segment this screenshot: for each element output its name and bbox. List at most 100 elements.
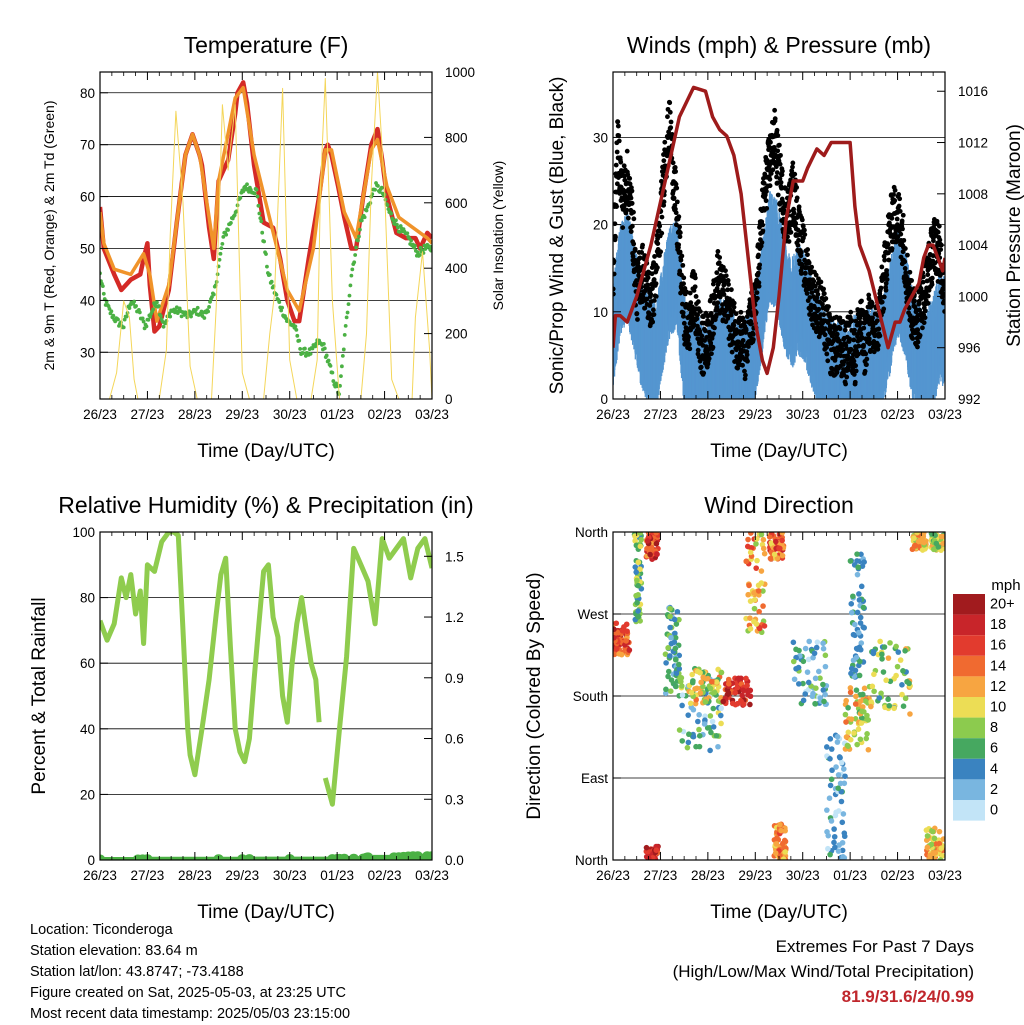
temperature-series-td2m-point — [329, 364, 333, 368]
temperature-series-td2m-point — [345, 315, 349, 319]
winds-series-gust-point — [744, 328, 749, 333]
temperature-series-td2m-point — [322, 342, 326, 346]
winds-series-gust-point — [726, 282, 731, 287]
winds-series-gust-point — [669, 120, 674, 125]
winds-series-gust-point — [897, 196, 902, 201]
winds-series-gust-point — [863, 369, 868, 374]
temperature-series-td2m-point — [323, 346, 327, 350]
winds-series-gust-point — [756, 253, 761, 258]
winds-series-gust-point — [773, 116, 778, 121]
direction-point — [635, 592, 641, 598]
winds-series-gust-point — [878, 333, 883, 338]
temperature-frame — [100, 72, 432, 399]
temperature-title: Temperature (F) — [184, 32, 349, 58]
temperature-series-td2m-point — [354, 246, 358, 250]
winds-series-gust-point — [885, 277, 890, 282]
temperature-series-td2m-point — [348, 294, 352, 298]
winds-series-gust-point — [884, 288, 889, 293]
winds-series-gust-point — [612, 259, 617, 264]
winds-series-gust-point — [780, 169, 785, 174]
winds-series-gust-point — [861, 326, 866, 331]
winds-series-gust-point — [629, 196, 634, 201]
humidity-ytick-right-label-4: 1.2 — [445, 610, 464, 625]
temperature-series-td2m-point — [295, 334, 299, 338]
winds-series-gust-point — [620, 225, 625, 230]
winds-series-gust-point — [655, 265, 660, 270]
temperature-xtick-label-3: 29/23 — [225, 407, 259, 422]
winds-series-gust-point — [864, 357, 869, 362]
temperature-series-td2m-point — [275, 293, 279, 297]
winds-series-gust-point — [618, 160, 623, 165]
humidity-frame — [100, 532, 432, 860]
temperature-xtick-label-2: 28/23 — [178, 407, 212, 422]
temperature-series-td2m-point — [270, 280, 274, 284]
winds-series-gust-point — [915, 327, 920, 332]
temperature-series-td2m-point — [339, 374, 343, 378]
temperature-series-td2m-point — [409, 239, 413, 243]
winds-series-gust-point — [870, 316, 875, 321]
winds-series-gust-point — [775, 148, 780, 153]
winds-series-gust-point — [895, 217, 900, 222]
winds-series-gust-point — [884, 273, 889, 278]
winds-series-gust-point — [742, 369, 747, 374]
winds-series-gust-point — [790, 165, 795, 170]
winds-xtick-label-0: 26/23 — [596, 407, 630, 422]
humidity-ytick-label-0: 0 — [87, 853, 95, 868]
humidity-ytick-label-3: 60 — [80, 656, 95, 671]
temperature-series-td2m-point — [303, 347, 307, 351]
winds-series-gust-point — [755, 296, 760, 301]
winds-series-gust-point — [909, 278, 914, 283]
winds-series-gust-point — [686, 335, 691, 340]
winds-series-gust-point — [789, 230, 794, 235]
winds-series-gust-point — [905, 253, 910, 258]
winds-series-gust-point — [693, 284, 698, 289]
winds-series-gust-point — [787, 239, 792, 244]
winds-series-gust-point — [876, 327, 881, 332]
winds-xtick-label-5: 01/23 — [833, 407, 867, 422]
winds-series-gust-point — [797, 204, 802, 209]
direction-point — [623, 638, 629, 644]
winds-series-gust-point — [775, 133, 780, 138]
temperature-series-td2m-point — [346, 311, 350, 315]
winds-series-gust-point — [652, 298, 657, 303]
winds-series-gust-point — [926, 301, 931, 306]
winds-series-gust-point — [745, 352, 750, 357]
winds-series-gust-point — [622, 163, 627, 168]
winds-series-gust-point — [799, 250, 804, 255]
humidity-xtick-label-0: 26/23 — [83, 868, 117, 883]
winds-series-gust-point — [889, 216, 894, 221]
winds-series-gust-point — [734, 311, 739, 316]
winds-ytick-label-1: 10 — [593, 305, 608, 320]
winds-data — [611, 87, 948, 399]
winds-series-gust-point — [819, 280, 824, 285]
temperature-ytick-label-4: 70 — [80, 138, 95, 153]
winds-series-gust-point — [772, 108, 777, 113]
temperature-series-td2m-point — [356, 239, 360, 243]
temperature-ytick-right-label-5: 1000 — [445, 65, 475, 80]
winds-series-gust-point — [696, 348, 701, 353]
winds-series-gust-point — [853, 363, 858, 368]
winds-series-gust-point — [760, 240, 765, 245]
winds-series-gust-point — [852, 359, 857, 364]
temperature-ylabel-right: Solar Insolation (Yellow) — [490, 161, 506, 311]
winds-series-gust-point — [738, 310, 743, 315]
winds-ylabel-right: Station Pressure (Maroon) — [1004, 124, 1024, 347]
winds-series-gust-point — [711, 331, 716, 336]
winds-ytick-right-label-1: 996 — [958, 341, 981, 356]
temperature-series-td2m-point — [220, 242, 224, 246]
winds-series-gust-point — [900, 219, 905, 224]
winds-series-gust-point — [800, 217, 805, 222]
temperature-series-td2m-point — [141, 317, 145, 321]
temperature-series-td2m-point — [229, 221, 233, 225]
winds-series-gust-point — [920, 325, 925, 330]
temperature-series-td2m-point — [418, 253, 422, 257]
winds-series-gust-point — [646, 275, 651, 280]
winds-series-gust-point — [681, 281, 686, 286]
winds-series-gust-point — [790, 161, 795, 166]
direction-point — [647, 552, 653, 558]
winds-series-gust-point — [740, 363, 745, 368]
temperature-series-solar — [100, 72, 432, 399]
temperature-series-td2m-point — [340, 364, 344, 368]
winds-series-gust-point — [654, 294, 659, 299]
